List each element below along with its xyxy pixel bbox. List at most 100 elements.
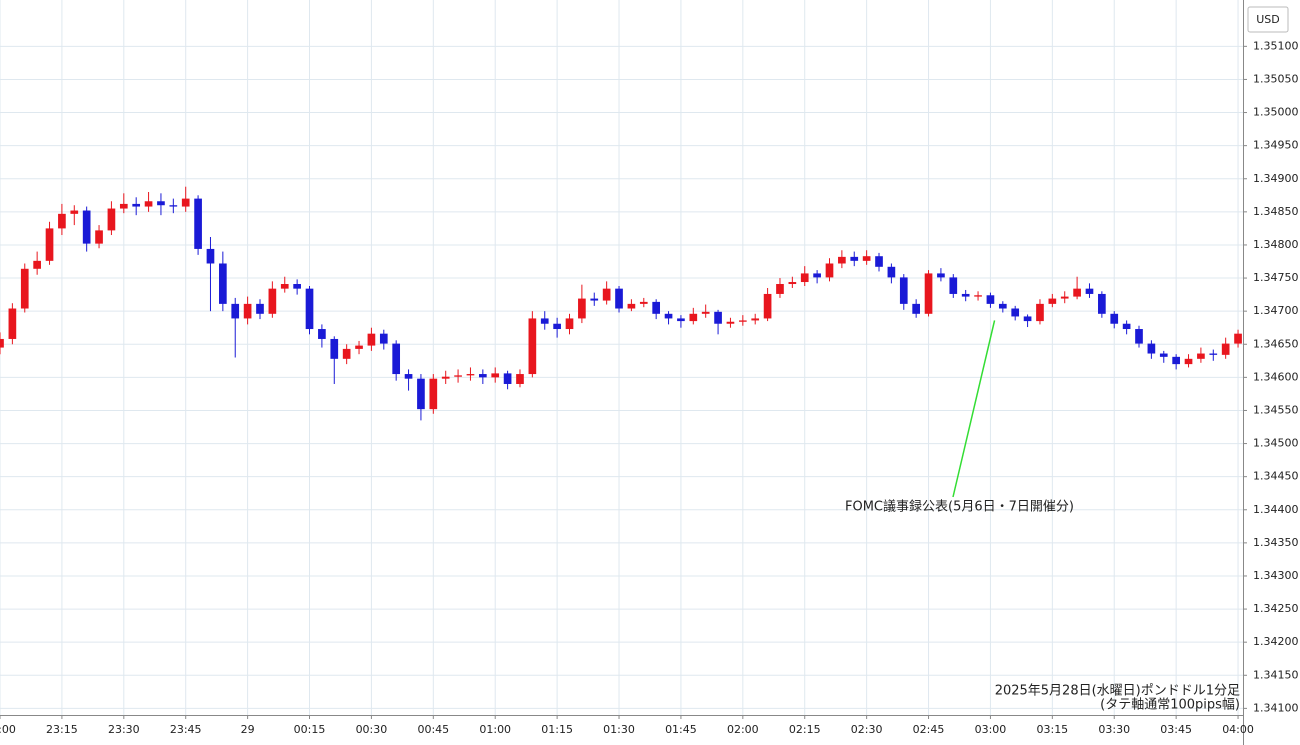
candle-body: [838, 256, 846, 264]
candle-body: [615, 288, 623, 309]
candle-body: [45, 228, 54, 261]
candle-body: [194, 198, 202, 249]
candle-body: [701, 311, 710, 314]
x-tick-label: 23:45: [170, 723, 202, 736]
x-tick-label: 01:15: [541, 723, 573, 736]
candle-body: [738, 320, 747, 322]
candle-body: [553, 323, 561, 330]
candle-body: [516, 374, 524, 384]
candle-body: [813, 273, 821, 278]
x-tick-label: 02:15: [789, 723, 821, 736]
candle-body: [899, 277, 908, 304]
candle-body: [639, 301, 648, 304]
candle-body: [256, 303, 264, 314]
x-tick-label: 01:45: [665, 723, 697, 736]
x-tick-label: 03:30: [1098, 723, 1130, 736]
candle-body: [1147, 343, 1156, 354]
candle-body: [342, 348, 351, 359]
x-tick-label: 01:30: [603, 723, 635, 736]
candle-body: [590, 298, 599, 301]
candle-body: [924, 273, 933, 314]
candle-body: [540, 318, 549, 324]
x-tick-label: 03:00: [975, 723, 1007, 736]
candle-body: [974, 295, 982, 297]
candle-body: [318, 329, 326, 339]
y-tick-label: 1.34400: [1253, 503, 1299, 516]
y-tick-label: 1.34300: [1253, 569, 1299, 582]
x-tick-label: 00:30: [356, 723, 388, 736]
candle-body: [243, 303, 252, 319]
candle-body: [0, 338, 4, 348]
candle-body: [850, 256, 859, 261]
candle-body: [776, 284, 784, 294]
candle-body: [330, 338, 339, 359]
candle-body: [355, 345, 363, 349]
candles: [0, 186, 1242, 421]
candle-body: [466, 374, 475, 376]
annotation-text: FOMC議事録公表(5月6日・7日開催分): [845, 500, 1074, 515]
candle-body: [1036, 303, 1044, 322]
candle-body: [305, 288, 314, 330]
x-tick-label: 03:45: [1160, 723, 1192, 736]
candle-body: [998, 303, 1007, 309]
y-tick-label: 1.34100: [1253, 701, 1299, 714]
y-tick-label: 1.34600: [1253, 370, 1299, 383]
candle-body: [887, 266, 896, 278]
candle-body: [1073, 288, 1081, 297]
candle-body: [1110, 313, 1119, 324]
candle-body: [379, 333, 388, 344]
candle-body: [58, 213, 66, 229]
candle-body: [1098, 293, 1106, 314]
candle-body: [95, 230, 103, 244]
candle-body: [1011, 308, 1020, 317]
chart-note: 2025年5月28日(水曜日)ポンドドル1分足: [995, 684, 1240, 699]
candle-body: [280, 284, 289, 289]
candle-body: [825, 263, 834, 278]
y-tick-label: 1.35100: [1253, 39, 1299, 52]
candle-body: [862, 256, 871, 261]
y-tick-label: 1.34900: [1253, 172, 1299, 185]
candle-body: [119, 203, 128, 209]
candle-body: [627, 303, 636, 309]
candle-body: [1221, 343, 1230, 355]
x-tick-label: 00:15: [294, 723, 326, 736]
candle-body: [454, 375, 462, 377]
x-tick-label: 02:00: [727, 723, 759, 736]
candle-body: [565, 318, 574, 330]
candle-body: [144, 201, 153, 207]
candle-body: [788, 282, 797, 285]
x-tick-label: 02:45: [913, 723, 945, 736]
candle-body: [367, 333, 376, 346]
candle-body: [132, 203, 141, 207]
y-tick-label: 1.34550: [1253, 403, 1299, 416]
candle-body: [503, 373, 512, 384]
candle-body: [8, 308, 17, 339]
candle-body: [157, 201, 165, 206]
candle-body: [652, 301, 661, 314]
candle-body: [206, 248, 215, 264]
candle-body: [1197, 353, 1205, 359]
grid: [0, 0, 1243, 715]
candle-body: [1060, 296, 1069, 299]
candle-body: [491, 373, 500, 378]
candle-body: [602, 288, 611, 301]
candle-body: [1048, 298, 1057, 304]
y-tick-label: 1.34500: [1253, 437, 1299, 450]
annotation-line: [952, 320, 996, 498]
candle-body: [751, 318, 760, 321]
y-tick-label: 1.34700: [1253, 304, 1299, 317]
candle-body: [800, 273, 809, 283]
candle-body: [181, 198, 190, 207]
chart-note: (タテ軸通常100pips幅): [1100, 698, 1240, 713]
candle-body: [912, 303, 920, 314]
candle-body: [1023, 316, 1032, 322]
candle-body: [1184, 358, 1193, 365]
candle-body: [986, 295, 995, 304]
candle-body: [268, 288, 277, 314]
y-tick-label: 1.34950: [1253, 139, 1299, 152]
y-tick-label: 1.34350: [1253, 536, 1299, 549]
candle-body: [937, 273, 945, 278]
